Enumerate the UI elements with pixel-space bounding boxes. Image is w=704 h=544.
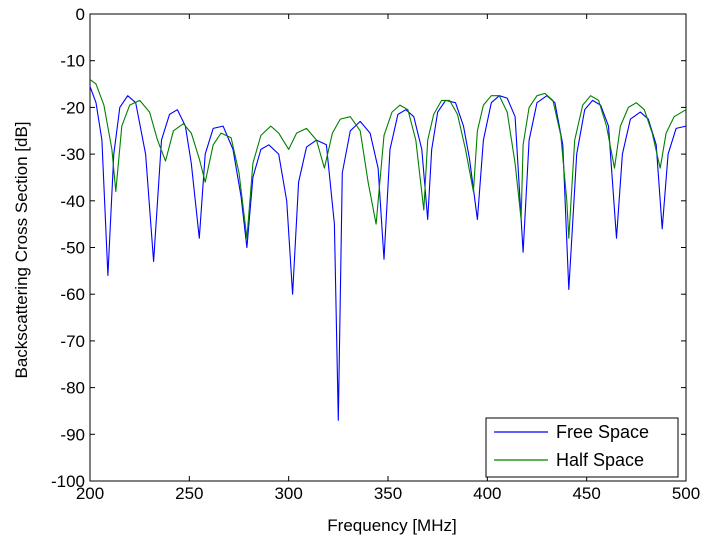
x-tick-label: 250 [175,484,203,503]
y-tick-label: -80 [60,379,85,398]
y-tick-label: -30 [60,145,85,164]
x-tick-label: 350 [374,484,402,503]
x-axis-label: Frequency [MHz] [327,516,456,535]
legend: Free Space Half Space [485,417,679,478]
y-tick-label: -60 [60,285,85,304]
y-tick-label: -70 [60,332,85,351]
legend-box [485,417,679,478]
series-line-half-space [89,78,687,239]
plot-frame [89,13,687,482]
plot-area [89,13,687,482]
ticks-layer: 200 250 300 350 400 450 500 0 -10 -20 -30 -40 -50 -60… [51,5,700,503]
legend-label-free-space: Free Space [556,422,649,442]
x-tick-label: 300 [274,484,302,503]
series-line-free-space [89,86,687,421]
y-tick-label: -100 [51,472,85,491]
y-axis-label: Backscattering Cross Section [dB] [12,121,31,378]
legend-label-half-space: Half Space [556,450,644,470]
x-tick-label: 450 [572,484,600,503]
x-tick-label: 400 [473,484,501,503]
y-tick-label: -10 [60,52,85,71]
y-tick-label: -20 [60,98,85,117]
x-tick-label: 500 [672,484,700,503]
series-layer [89,78,687,421]
y-tick-label: -40 [60,192,85,211]
x-tick-label: 200 [76,484,104,503]
y-tick-label: -90 [60,425,85,444]
y-tick-label: 0 [76,5,85,24]
y-tick-label: -50 [60,239,85,258]
